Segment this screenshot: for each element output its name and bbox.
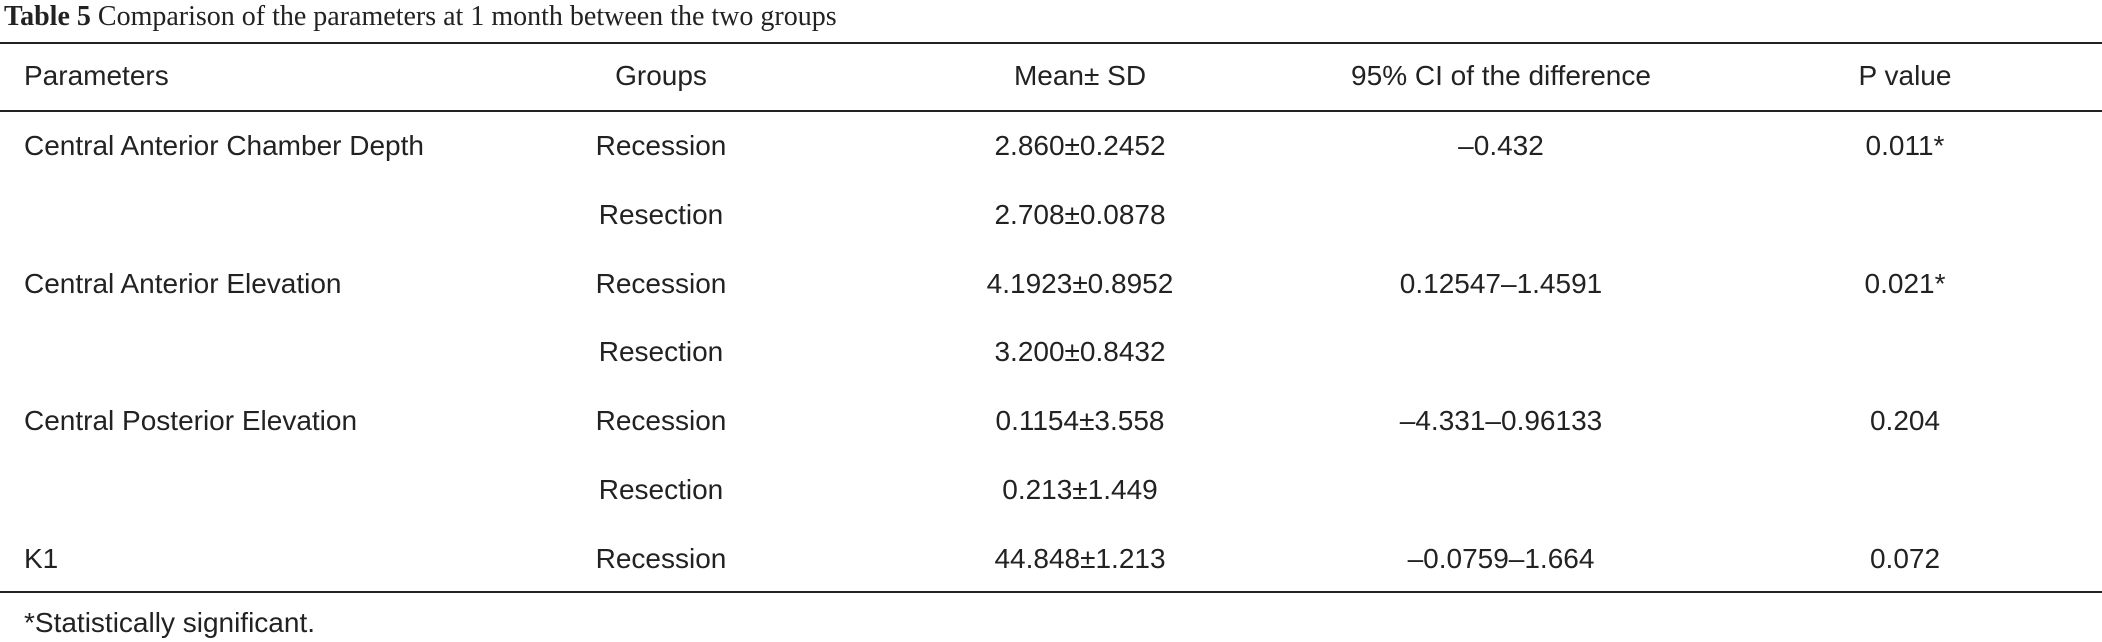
p-value-cell: 0.072 [1869,542,1941,574]
mean-header: Mean± SD [1013,60,1147,91]
table-label: Table 5 [4,1,91,32]
table-caption: Comparison of the parameters at 1 month … [97,1,837,32]
mean-cell: 0.213±1.449 [1002,474,1158,505]
group-cell: Recession [595,542,727,574]
parameter-cell: K1 [24,542,59,574]
p-value-cell: 0.021* [1864,267,1946,299]
group-cell: Resection [598,474,724,505]
group-cell: Resection [598,198,724,230]
table-title: Table 5 Comparison of the parameters at … [4,0,837,34]
ci-cell: 0.12547–1.4591 [1399,267,1603,299]
p-value-cell: 0.204 [1869,405,1941,437]
parameter-cell: Central Anterior Chamber Depth [24,130,424,161]
p-header: P value [1858,60,1952,91]
groups-header: Groups [615,60,707,91]
group-cell: Recession [595,130,727,161]
ci-cell: –4.331–0.96133 [1399,405,1603,437]
parameter-cell: Central Anterior Elevation [24,267,342,299]
group-cell: Resection [598,336,724,368]
mean-cell: 3.200±0.8432 [994,336,1166,368]
p-value-cell: 0.011* [1865,130,1945,161]
top-rule [0,42,2102,44]
ci-header: 95% CI of the difference [1351,60,1651,91]
parameter-cell: Central Posterior Elevation [24,405,358,437]
footnote: *Statistically significant. [24,607,316,638]
parameters-header: Parameters [24,60,169,91]
mean-cell: 44.848±1.213 [994,542,1166,574]
ci-cell: –0.432 [1458,130,1544,161]
mean-cell: 0.1154±3.558 [995,405,1165,437]
header-rule [0,110,2102,112]
mean-cell: 2.860±0.2452 [994,130,1166,161]
bottom-rule [0,591,2102,593]
mean-cell: 4.1923±0.8952 [986,267,1174,299]
group-cell: Recession [595,267,727,299]
mean-cell: 2.708±0.0878 [994,198,1166,230]
ci-cell: –0.0759–1.664 [1407,542,1595,574]
group-cell: Recession [595,405,727,437]
